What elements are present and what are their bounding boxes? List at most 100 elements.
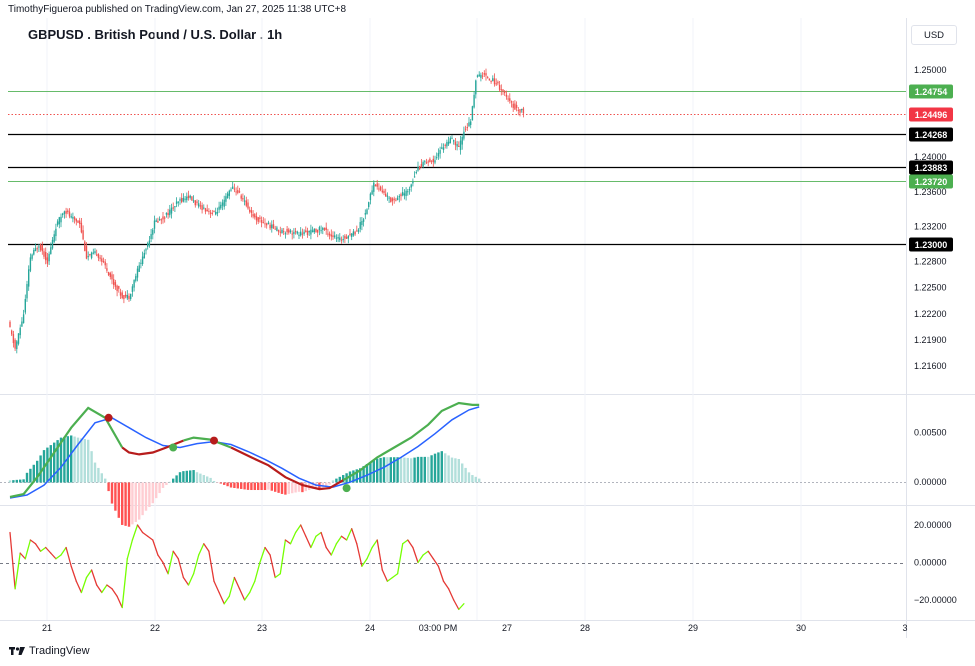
time-tick-label: 03:00 PM <box>419 623 458 633</box>
candle-body <box>378 188 380 190</box>
candle-body <box>313 228 315 233</box>
price-candles <box>9 68 525 354</box>
macd-histogram-bar <box>430 455 433 483</box>
candle-body <box>223 199 225 207</box>
candle-body <box>119 292 122 296</box>
candle-body <box>447 141 450 145</box>
candle-body <box>164 217 166 219</box>
candle-body <box>12 334 15 344</box>
oscillator-segment <box>289 531 297 545</box>
candle-body <box>400 194 402 197</box>
candle-body <box>113 279 115 285</box>
candle-body <box>422 162 424 167</box>
candle-body <box>298 234 300 236</box>
candle-body <box>332 235 334 238</box>
candle-body <box>90 252 93 259</box>
candle-body <box>364 213 366 215</box>
oscillator-segment <box>70 565 77 582</box>
candle-body <box>442 147 445 150</box>
time-tick-label: 3 <box>902 623 907 633</box>
macd-histogram-bar <box>243 482 246 490</box>
macd-histogram-bar <box>403 457 406 483</box>
candle-body <box>77 220 79 223</box>
candle-body <box>203 207 205 209</box>
oscillator-tick-label: −20.00000 <box>914 595 957 605</box>
oscillator-segment <box>417 554 424 564</box>
macd-histogram-bar <box>226 482 229 487</box>
macd-histogram-bar <box>328 482 331 485</box>
price-tick-label: 1.25000 <box>914 65 947 75</box>
oscillator-segment <box>238 588 246 601</box>
macd-histogram-bar <box>420 456 423 483</box>
price-level-label: 1.23883 <box>915 163 948 173</box>
oscillator-segment <box>447 588 455 601</box>
candle-body <box>267 222 270 224</box>
oscillator-segment <box>223 595 230 605</box>
oscillator-segment <box>141 531 149 537</box>
candle-body <box>29 257 32 271</box>
time-tick-label: 29 <box>688 623 698 633</box>
candle-body <box>133 279 135 288</box>
candle-body <box>359 222 361 230</box>
time-tick-label: 27 <box>502 623 512 633</box>
time-axis[interactable]: 21 22 23 24 03:00 PM 27 28 29 30 3 <box>42 623 908 633</box>
candle-body <box>493 78 496 85</box>
candle-body <box>249 209 251 212</box>
macd-histogram-bar <box>379 457 382 483</box>
macd-histogram-bar <box>444 453 447 483</box>
macd-histogram-bar <box>90 451 93 483</box>
oscillator-segment <box>29 539 37 545</box>
candle-body <box>311 230 314 233</box>
price-level-tag <box>909 84 953 99</box>
candle-body <box>174 206 176 208</box>
currency-button[interactable]: USD <box>911 25 957 45</box>
candle-body <box>470 121 472 125</box>
footer-brand[interactable]: TradingView <box>9 645 90 657</box>
oscillator-segment <box>437 565 445 582</box>
oscillator-segment <box>192 554 200 575</box>
time-tick-label: 28 <box>580 623 590 633</box>
oscillator-segment <box>325 546 332 556</box>
candle-body <box>67 210 69 213</box>
candle-body <box>454 141 457 146</box>
macd-histogram-bar <box>131 482 134 525</box>
price-tick-label: 1.21900 <box>914 335 947 345</box>
oscillator-segment <box>50 552 57 560</box>
oscillator-segment <box>264 546 271 556</box>
candle-body <box>328 233 331 236</box>
candle-body <box>306 230 309 235</box>
candle-body <box>53 234 55 242</box>
candle-body <box>347 235 349 239</box>
macd-histogram-bar <box>389 457 392 483</box>
candle-body <box>485 73 487 76</box>
oscillator-segment <box>249 580 256 594</box>
oscillator-segment <box>90 569 98 586</box>
macd-histogram-bar <box>253 482 256 491</box>
price-axis[interactable]: 1.25000 1.24000 1.23600 1.23200 1.22800 1.225… <box>914 65 957 605</box>
macd-histogram-bar <box>19 479 22 483</box>
candle-body <box>201 205 203 211</box>
candle-body <box>170 207 173 214</box>
time-tick-label: 23 <box>257 623 267 633</box>
oscillator-segment <box>85 569 93 579</box>
candle-body <box>434 160 436 163</box>
macd-histogram-bar <box>478 478 481 483</box>
signal-line <box>9 406 480 499</box>
candle-body <box>118 286 120 289</box>
oscillator-segment <box>259 546 266 564</box>
candle-body <box>424 161 426 163</box>
candle-body <box>226 193 229 199</box>
macd-histogram-bar <box>471 475 474 483</box>
candle-body <box>412 181 414 184</box>
horizontal-levels[interactable] <box>8 91 906 246</box>
candle-body <box>155 220 157 222</box>
candle-body <box>262 222 264 224</box>
price-level-tag <box>909 237 953 252</box>
candle-body <box>327 233 329 235</box>
oscillator-segment <box>422 550 429 556</box>
candle-body <box>150 234 152 240</box>
candle-body <box>257 217 259 222</box>
macd-histogram-bar <box>267 482 270 490</box>
oscillator-segment <box>203 543 210 552</box>
